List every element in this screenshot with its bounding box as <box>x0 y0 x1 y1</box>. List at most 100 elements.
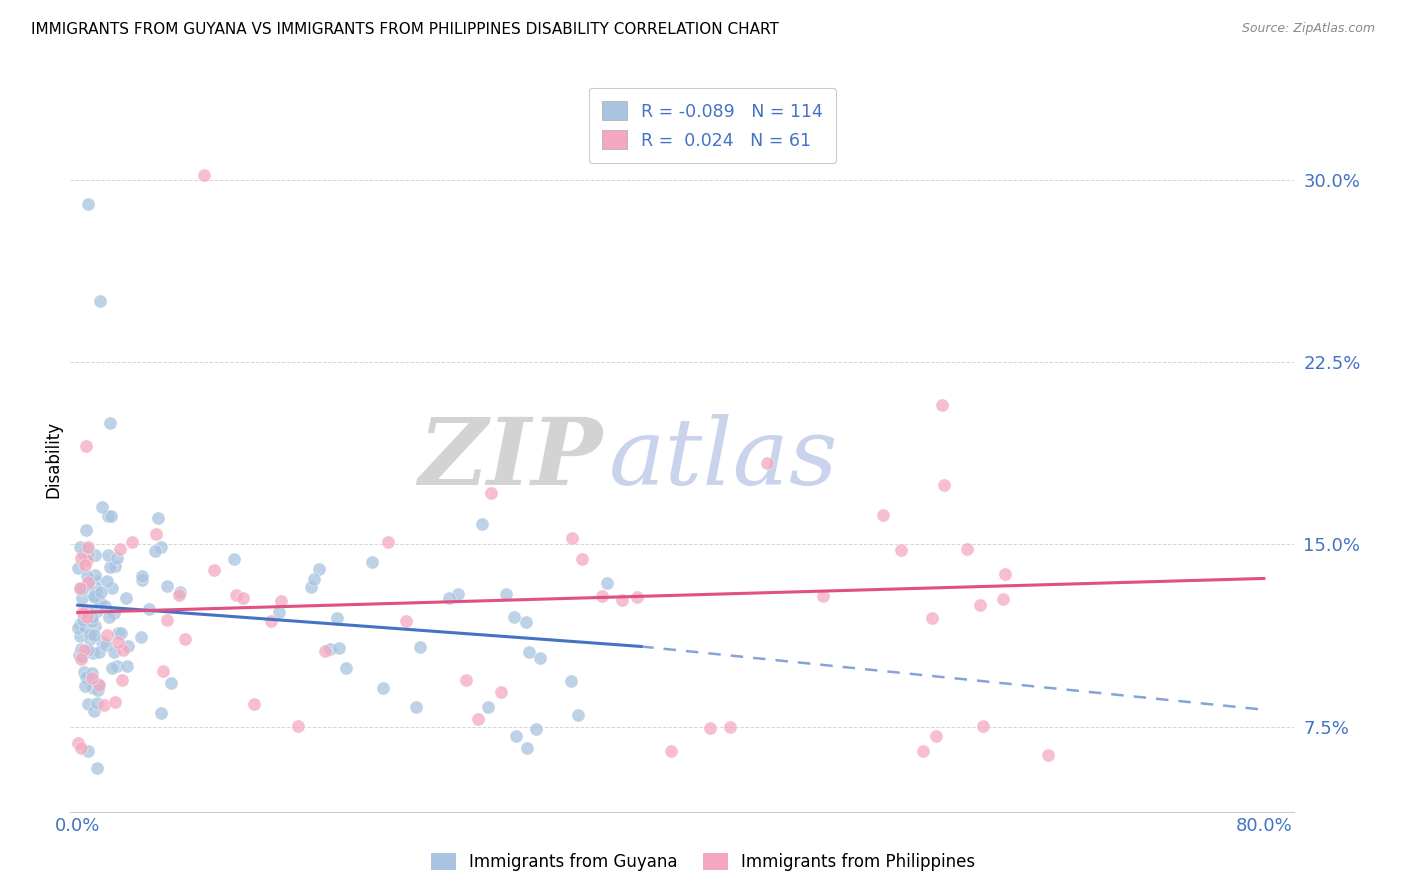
Point <box>111 643 134 657</box>
Point <box>91 634 114 648</box>
Point <box>437 591 460 606</box>
Point <box>96 628 118 642</box>
Point <box>149 540 172 554</box>
Point <box>756 456 779 470</box>
Point <box>87 677 110 691</box>
Point <box>70 550 93 565</box>
Point <box>110 625 132 640</box>
Point <box>97 548 120 562</box>
Point <box>811 589 834 603</box>
Point <box>377 534 399 549</box>
Point <box>115 659 138 673</box>
Point <box>83 704 105 718</box>
Point <box>80 665 103 680</box>
Point <box>174 632 197 646</box>
Point <box>105 550 128 565</box>
Point <box>561 531 583 545</box>
Point <box>596 576 619 591</box>
Point <box>86 682 108 697</box>
Point <box>270 593 292 607</box>
Point <box>371 681 394 696</box>
Point <box>524 722 547 736</box>
Point <box>70 641 93 656</box>
Point <box>515 615 537 629</box>
Point <box>925 729 948 743</box>
Point <box>69 652 91 666</box>
Point <box>100 508 122 523</box>
Point <box>932 478 955 492</box>
Point <box>101 581 124 595</box>
Point <box>77 606 100 620</box>
Point <box>72 613 94 627</box>
Point <box>319 642 342 657</box>
Text: Source: ZipAtlas.com: Source: ZipAtlas.com <box>1241 22 1375 36</box>
Point <box>308 561 330 575</box>
Point <box>76 609 98 624</box>
Point <box>73 642 96 657</box>
Point <box>76 569 98 583</box>
Point <box>75 670 97 684</box>
Point <box>131 573 153 587</box>
Point <box>76 577 98 591</box>
Point <box>72 606 94 620</box>
Point <box>314 644 336 658</box>
Point <box>69 540 91 554</box>
Point <box>328 640 350 655</box>
Point <box>260 615 283 629</box>
Point <box>76 642 98 657</box>
Point <box>104 695 127 709</box>
Point <box>138 602 160 616</box>
Point <box>156 614 179 628</box>
Point <box>149 706 172 721</box>
Point <box>87 678 110 692</box>
Point <box>79 573 101 587</box>
Point <box>872 508 894 523</box>
Point <box>83 568 105 582</box>
Point <box>77 540 100 554</box>
Point <box>659 744 682 758</box>
Point <box>335 661 357 675</box>
Point <box>202 563 225 577</box>
Point <box>75 523 97 537</box>
Point <box>890 542 912 557</box>
Point <box>121 535 143 549</box>
Point <box>76 542 98 557</box>
Point <box>409 640 432 655</box>
Point <box>467 712 489 726</box>
Point <box>84 549 107 563</box>
Point <box>79 615 101 629</box>
Point <box>931 398 953 412</box>
Legend: R = -0.089   N = 114, R =  0.024   N = 61: R = -0.089 N = 114, R = 0.024 N = 61 <box>589 87 837 163</box>
Point <box>222 551 245 566</box>
Point <box>395 614 418 628</box>
Point <box>98 416 121 430</box>
Point <box>921 611 943 625</box>
Point <box>73 547 96 561</box>
Point <box>97 508 120 523</box>
Point <box>93 599 115 614</box>
Point <box>87 645 110 659</box>
Point <box>66 561 89 575</box>
Point <box>560 674 582 689</box>
Point <box>82 646 104 660</box>
Point <box>242 698 264 712</box>
Point <box>69 582 91 596</box>
Point <box>73 619 96 633</box>
Point <box>90 585 112 599</box>
Point <box>361 555 384 569</box>
Point <box>956 542 979 557</box>
Point <box>232 591 254 605</box>
Text: ZIP: ZIP <box>418 415 602 504</box>
Point <box>73 679 96 693</box>
Point <box>75 439 97 453</box>
Point <box>591 589 613 603</box>
Point <box>287 719 309 733</box>
Point <box>160 675 183 690</box>
Point <box>516 740 538 755</box>
Legend: Immigrants from Guyana, Immigrants from Philippines: Immigrants from Guyana, Immigrants from … <box>423 845 983 880</box>
Point <box>76 697 98 711</box>
Point <box>699 721 721 735</box>
Point <box>993 591 1015 606</box>
Point <box>567 708 589 723</box>
Point <box>75 558 97 572</box>
